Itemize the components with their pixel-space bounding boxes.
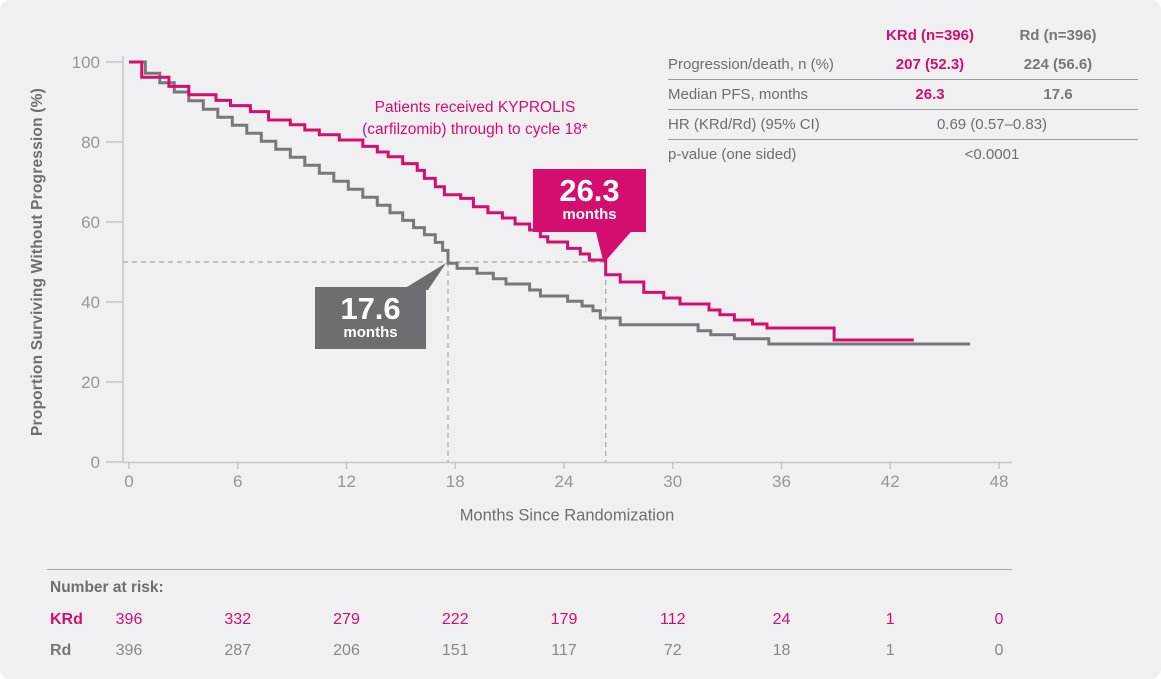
stats-header-row: KRd (n=396) Rd (n=396) [668, 21, 1138, 50]
at-risk-value-krd: 1 [885, 611, 895, 628]
stats-header-krd: KRd (n=396) [886, 27, 974, 44]
at-risk-value-rd: 206 [333, 642, 360, 659]
x-tick-label: 36 [772, 472, 791, 491]
at-risk-label-krd: KRd [50, 611, 83, 628]
at-risk-divider [47, 569, 1012, 570]
stats-row-label: Median PFS, months [668, 86, 809, 103]
at-risk-value-krd: 179 [550, 611, 578, 628]
km-curve-rd [129, 60, 970, 346]
at-risk-value-krd: 24 [772, 611, 791, 628]
at-risk-value-rd: 151 [441, 642, 469, 659]
at-risk-value-rd: 287 [224, 642, 252, 659]
y-tick-label: 0 [90, 453, 100, 472]
stats-row-progression: Progression/death, n (%) 207 (52.3) 224 … [668, 50, 1138, 80]
x-tick-label: 42 [880, 472, 900, 491]
rd-median-callout: 17.6 months [315, 287, 426, 349]
at-risk-label-rd: Rd [50, 642, 72, 659]
y-axis-title: Proportion Surviving Without Progression… [29, 88, 46, 436]
stats-row-median-pfs: Median PFS, months 26.3 17.6 [668, 80, 1138, 110]
at-risk-value-krd: 222 [441, 611, 469, 628]
stats-table: KRd (n=396) Rd (n=396) Progression/death… [668, 21, 1138, 169]
y-tick-label: 40 [81, 293, 100, 312]
at-risk-value-rd: 117 [551, 642, 577, 659]
at-risk-value-krd: 396 [115, 611, 143, 628]
at-risk-value-rd: 396 [115, 642, 143, 659]
krd-median-unit: months [562, 206, 617, 223]
x-tick-label: 0 [124, 472, 134, 491]
at-risk-value-rd: 1 [885, 642, 895, 659]
y-tick-label: 60 [81, 213, 100, 232]
stats-row-p-value: p-value (one sided) <0.0001 [668, 140, 1138, 169]
x-tick-label: 12 [337, 472, 356, 491]
stats-row-label: HR (KRd/Rd) (95% CI) [668, 116, 820, 133]
x-tick-label: 18 [445, 472, 465, 491]
at-risk-value-krd: 0 [994, 611, 1004, 628]
at-risk-value-krd: 112 [659, 611, 686, 628]
x-axis-title: Months Since Randomization [459, 506, 675, 525]
stats-rd-value: 17.6 [1043, 86, 1073, 103]
annotation-line1: Patients received KYPROLIS [374, 99, 576, 116]
at-risk-title: Number at risk: [50, 579, 164, 596]
km-curve-krd [129, 60, 914, 342]
stats-span-value: <0.0001 [964, 146, 1020, 163]
rd-median-unit: months [343, 324, 398, 341]
stats-row-label: p-value (one sided) [668, 146, 797, 163]
y-tick-label: 20 [81, 373, 100, 392]
x-tick-label: 6 [233, 472, 243, 491]
stats-span-value: 0.69 (0.57–0.83) [936, 116, 1048, 133]
stats-rd-value: 224 (56.6) [1023, 56, 1093, 73]
rd-callout-tail [402, 263, 446, 290]
stats-krd-value: 207 (52.3) [895, 56, 965, 73]
at-risk-value-rd: 0 [994, 642, 1004, 659]
at-risk-value-rd: 18 [772, 642, 791, 659]
kyprolis-annotation: Patients received KYPROLIS (carfilzomib)… [362, 97, 588, 141]
krd-callout-tail [595, 231, 632, 263]
at-risk-value-rd: 72 [663, 642, 682, 659]
annotation-line2: (carfilzomib) through to cycle 18* [362, 121, 588, 138]
y-tick-label: 100 [71, 53, 100, 72]
x-tick-label: 24 [554, 472, 574, 491]
x-tick-label: 30 [663, 472, 683, 491]
stats-row-hazard-ratio: HR (KRd/Rd) (95% CI) 0.69 (0.57–0.83) [668, 110, 1138, 140]
stats-krd-value: 26.3 [915, 86, 945, 103]
x-tick-label: 48 [989, 472, 1009, 491]
at-risk-value-krd: 279 [333, 611, 360, 628]
krd-median-value: 26.3 [559, 173, 620, 208]
rd-median-value: 17.6 [340, 291, 401, 326]
at-risk-value-krd: 332 [224, 611, 252, 628]
y-tick-label: 80 [81, 133, 100, 152]
stats-header-rd: Rd (n=396) [1019, 27, 1097, 44]
krd-median-callout: 26.3 months [533, 169, 646, 232]
stats-row-label: Progression/death, n (%) [668, 56, 834, 73]
